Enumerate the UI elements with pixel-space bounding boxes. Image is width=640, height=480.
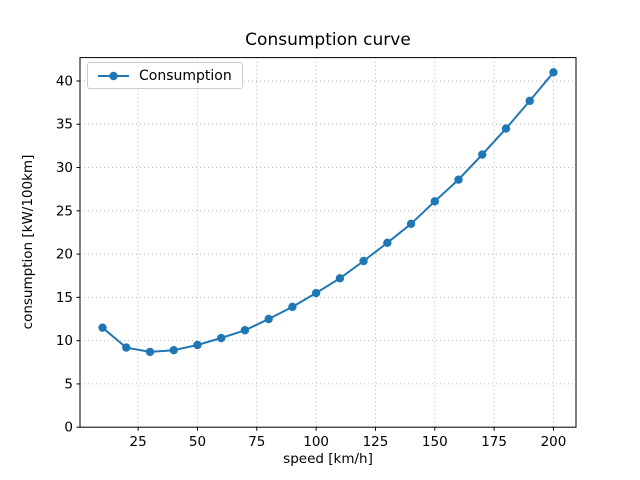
y-tick-label: 10 [56,333,73,349]
data-point-marker [454,175,463,184]
consumption-line [101,71,555,353]
x-tick-label: 25 [130,434,147,450]
data-point-marker [525,96,534,106]
data-point-marker [549,68,558,77]
legend-marker [109,71,118,80]
data-point-marker [359,256,368,266]
data-point-marker [311,288,321,298]
data-point-marker [122,343,131,352]
y-tick-label: 0 [64,420,73,436]
data-point-marker [217,333,226,343]
data-point-marker [478,150,487,159]
x-tick-label: 200 [541,434,567,450]
data-point-marker [430,197,439,206]
data-point-marker [335,274,345,283]
y-tick-label: 25 [56,203,73,219]
x-tick-label: 125 [363,434,389,450]
x-axis-label: speed [km/h] [283,451,373,467]
y-tick-label: 20 [56,247,73,263]
axes-box [79,57,577,428]
data-point-marker [288,302,297,312]
y-axis-label: consumption [kW/100km] [20,154,36,330]
data-point-marker [240,326,250,335]
data-point-marker [98,323,107,332]
data-point-marker [169,345,178,355]
data-point-marker [145,347,155,357]
data-point-marker [193,340,202,350]
x-tick-label: 50 [189,434,206,450]
x-tick-label: 150 [422,434,448,450]
data-point-marker [264,314,273,324]
y-tick-label: 35 [56,117,73,133]
x-tick-label: 100 [303,434,329,450]
legend-label: Consumption [139,67,232,84]
x-tick-label: 75 [248,434,265,450]
data-point-marker [383,238,392,248]
y-tick-label: 15 [56,290,73,306]
legend-line-marker-icon [98,71,129,80]
x-tick-label: 175 [481,434,507,450]
data-point-marker [501,124,511,133]
y-tick-label: 5 [64,376,73,392]
y-tick-label: 30 [56,160,73,176]
y-tick-label: 40 [56,73,73,89]
chart-title: Consumption curve [245,30,411,50]
data-point-marker [406,219,416,228]
legend: Consumption [87,62,243,89]
